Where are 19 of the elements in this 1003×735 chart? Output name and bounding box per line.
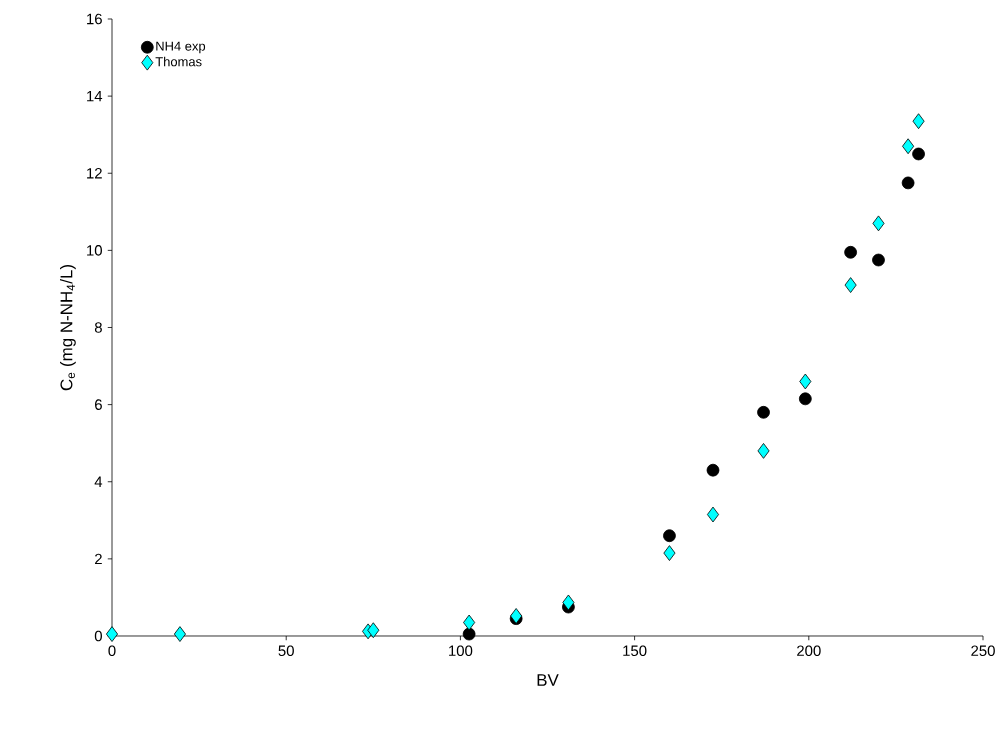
- y-tick-label: 2: [95, 553, 102, 565]
- y-tick-label: 4: [94, 476, 103, 487]
- x-tick-label: 100: [449, 645, 473, 657]
- legend-label: NH4 exp: [156, 41, 206, 54]
- y-tick-label: 6: [95, 399, 102, 410]
- y-tick-label: 12: [87, 168, 102, 179]
- y-tick-label: 14: [87, 90, 103, 102]
- x-axis-title: BV: [537, 674, 559, 686]
- x-tick-label: 0: [108, 645, 116, 657]
- y-tick-label: 8: [94, 322, 102, 333]
- x-tick-label: 250: [971, 645, 995, 657]
- y-tick-label: 10: [87, 245, 102, 256]
- x-tick-label: 50: [278, 645, 294, 657]
- x-tick-label: 200: [797, 645, 821, 657]
- x-tick-label: 150: [623, 645, 647, 657]
- legend-label: Thomas: [155, 56, 202, 67]
- y-axis-title: C$_{e}$ (mg N-NH$_{4}$/L): [60, 265, 76, 391]
- y-tick-label: 0: [94, 630, 102, 642]
- y-tick-label: 16: [87, 13, 102, 25]
